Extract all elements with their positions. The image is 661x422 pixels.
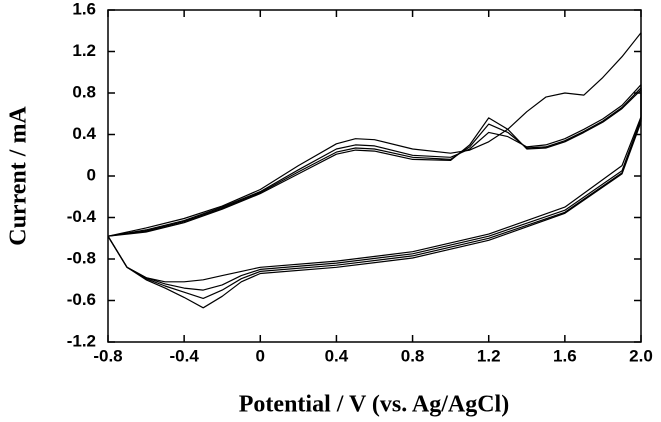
y-tick-label: -1.2 — [67, 331, 96, 350]
cv-curve — [107, 84, 642, 291]
y-tick-label: -0.4 — [67, 207, 97, 226]
y-tick-label: -0.6 — [67, 290, 96, 309]
x-tick-label: 2.0 — [629, 346, 653, 365]
x-tick-label: 0.4 — [325, 346, 349, 365]
cv-curve — [107, 89, 642, 309]
y-tick-label: 0.8 — [72, 82, 96, 101]
cv-curve — [107, 87, 642, 299]
x-tick-label: 1.6 — [553, 346, 577, 365]
plot-frame — [107, 9, 642, 343]
x-tick-label: -0.8 — [93, 346, 122, 365]
y-axis-label: Current / mA — [6, 106, 32, 246]
y-tick-label: 1.6 — [72, 0, 96, 18]
y-tick-label: 1.2 — [72, 41, 96, 60]
y-tick-label: -0.8 — [67, 248, 96, 267]
x-tick-label: 0.8 — [401, 346, 425, 365]
y-tick-label: 0.4 — [72, 124, 96, 143]
x-tick-label: 0 — [256, 346, 265, 365]
x-tick-label: 1.2 — [477, 346, 501, 365]
cv-curve — [107, 32, 642, 283]
x-axis-label: Potential / V (vs. Ag/AgCl) — [239, 392, 509, 418]
x-tick-label: -0.4 — [169, 346, 199, 365]
y-tick-label: 0 — [87, 165, 96, 184]
